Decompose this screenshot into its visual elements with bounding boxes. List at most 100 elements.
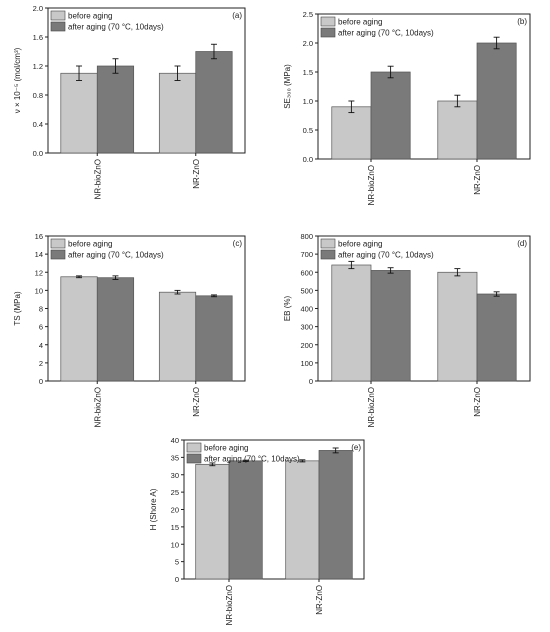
- y-tick-label: 0.0: [303, 155, 313, 164]
- bar-after-NR-ZnO: [318, 450, 353, 580]
- bar-after-NR-bioZnO: [370, 71, 411, 160]
- legend-swatch-after: [186, 453, 202, 464]
- x-tick-label-NR-ZnO: NR-ZnO: [192, 387, 201, 417]
- bar-before-NR-ZnO: [437, 100, 478, 160]
- bar-before-NR-bioZnO: [195, 463, 230, 580]
- legend-label: after aging (70 °C, 10days): [338, 251, 434, 260]
- chart-panel-b: 0.0 0.5 1.0 1.5 2.0 2.5 SE₃₀₀ (MPa) (b) NR-bioZn…: [283, 10, 531, 205]
- legend: before aging after aging (70 °C, 10days): [50, 238, 164, 260]
- y-tick-label: 2.5: [303, 10, 313, 19]
- legend-label: after aging (70 °C, 10days): [68, 251, 164, 260]
- y-tick-label: 5: [175, 558, 179, 567]
- y-tick-label: 2.0: [33, 4, 43, 13]
- x-tick-label-NR-ZnO: NR-ZnO: [473, 165, 482, 195]
- panel-label: (e): [351, 443, 361, 452]
- y-tick-label: 700: [300, 250, 313, 259]
- y-tick-label: 2.0: [303, 39, 313, 48]
- y-tick-label: 400: [300, 305, 313, 314]
- x-tick-label-NR-bioZnO: NR-bioZnO: [367, 165, 376, 205]
- legend-label: before aging: [338, 240, 382, 249]
- y-tick-label: 1.2: [33, 62, 43, 71]
- y-axis-label: TS (MPa): [13, 291, 22, 326]
- y-tick-label: 0: [39, 377, 43, 386]
- panel-label: (c): [233, 239, 243, 248]
- legend-label: after aging (70 °C, 10days): [204, 455, 300, 464]
- y-tick-label: 0: [175, 575, 179, 584]
- y-tick-label: 10: [35, 286, 43, 295]
- legend-label: after aging (70 °C, 10days): [68, 23, 164, 32]
- legend-swatch-before: [186, 442, 202, 453]
- y-tick-label: 600: [300, 268, 313, 277]
- y-axis-label: EB (%): [283, 296, 292, 322]
- bar-before-NR-ZnO: [158, 72, 197, 154]
- bar-after-NR-ZnO: [195, 295, 233, 382]
- y-axis-label: H (Shore A): [149, 488, 158, 530]
- legend: before aging after aging (70 °C, 10days): [50, 10, 164, 32]
- y-tick-label: 2: [39, 359, 43, 368]
- legend: before aging after aging (70 °C, 10days): [320, 16, 434, 38]
- panel-label: (d): [517, 239, 527, 248]
- x-tick-label-NR-bioZnO: NR-bioZnO: [367, 387, 376, 427]
- chart-panel-e: 0 5 10 15 20 25 30 35 40 H (Shore A) (e) NR-bioZnO N…: [149, 436, 365, 625]
- legend-swatch-before: [50, 10, 66, 21]
- bar-before-NR-bioZnO: [60, 276, 98, 382]
- y-tick-label: 12: [35, 268, 43, 277]
- legend: before aging after aging (70 °C, 10days): [186, 442, 300, 464]
- legend-swatch-after: [50, 21, 66, 32]
- y-tick-label: 40: [171, 436, 179, 445]
- y-tick-label: 10: [171, 540, 179, 549]
- legend-swatch-before: [320, 16, 336, 27]
- y-tick-label: 1.0: [303, 97, 313, 106]
- bar-after-NR-ZnO: [476, 293, 517, 382]
- legend-swatch-before: [50, 238, 66, 249]
- legend-label: before aging: [338, 18, 382, 27]
- x-tick-label-NR-bioZnO: NR-bioZnO: [225, 585, 234, 625]
- y-tick-label: 30: [171, 471, 179, 480]
- plot-frame: [47, 7, 246, 154]
- legend-swatch-after: [50, 249, 66, 260]
- legend-label: before aging: [204, 444, 248, 453]
- y-tick-label: 14: [35, 250, 43, 259]
- y-tick-label: 500: [300, 286, 313, 295]
- y-tick-label: 0.8: [33, 91, 43, 100]
- y-tick-label: 6: [39, 323, 43, 332]
- bar-after-NR-bioZnO: [370, 270, 411, 382]
- y-tick-label: 200: [300, 341, 313, 350]
- chart-panel-a: 0.0 0.4 0.8 1.2 1.6 2.0 ν × 10⁻⁵ (mol/cm³) (a) N…: [13, 4, 246, 199]
- y-axis-label: SE₃₀₀ (MPa): [283, 64, 292, 109]
- x-tick-label-NR-ZnO: NR-ZnO: [315, 585, 324, 615]
- chart-panel-d: 0 100 200 300 400 500 600 700 800 EB (%) (d) NR-bio…: [283, 232, 531, 427]
- legend-label: after aging (70 °C, 10days): [338, 29, 434, 38]
- bar-before-NR-bioZnO: [60, 72, 98, 154]
- y-tick-label: 8: [39, 305, 43, 314]
- plot-frame: [317, 13, 531, 160]
- y-tick-label: 1.6: [33, 33, 43, 42]
- panel-label: (a): [232, 11, 242, 20]
- bar-after-NR-ZnO: [476, 42, 517, 160]
- legend-swatch-after: [320, 249, 336, 260]
- bar-before-NR-ZnO: [285, 460, 320, 580]
- x-tick-label-NR-ZnO: NR-ZnO: [473, 387, 482, 417]
- bar-after-NR-bioZnO: [228, 460, 263, 580]
- bar-after-NR-bioZnO: [96, 65, 135, 154]
- legend-label: before aging: [68, 12, 112, 21]
- legend-swatch-after: [320, 27, 336, 38]
- panel-label: (b): [517, 17, 527, 26]
- y-tick-label: 1.5: [303, 68, 313, 77]
- y-axis-label: ν × 10⁻⁵ (mol/cm³): [13, 47, 22, 113]
- y-tick-label: 4: [39, 341, 43, 350]
- y-tick-label: 0.5: [303, 126, 313, 135]
- legend-label: before aging: [68, 240, 112, 249]
- y-tick-label: 0: [309, 377, 313, 386]
- y-tick-label: 800: [300, 232, 313, 241]
- y-tick-label: 20: [171, 506, 179, 515]
- y-tick-label: 16: [35, 232, 43, 241]
- legend-swatch-before: [320, 238, 336, 249]
- x-tick-label-NR-bioZnO: NR-bioZnO: [93, 387, 102, 427]
- bar-before-NR-ZnO: [437, 271, 478, 382]
- bar-after-NR-bioZnO: [96, 277, 135, 382]
- y-tick-label: 0.0: [33, 149, 43, 158]
- chart-panel-c: 0 2 4 6 8 10 12 14 16 TS (MPa) (c) NR-bioZnO NR-ZnO b…: [13, 232, 246, 427]
- legend: before aging after aging (70 °C, 10days): [320, 238, 434, 260]
